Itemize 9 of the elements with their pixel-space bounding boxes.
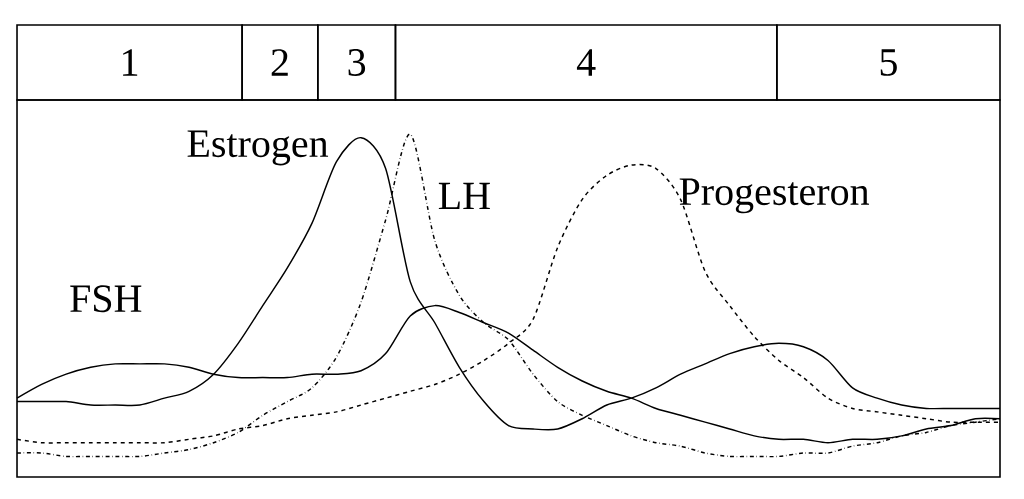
series-label: FSH [70, 285, 142, 313]
text: 3 [348, 49, 366, 76]
series-label: Progesteron [679, 178, 870, 214]
text: 2 [271, 49, 288, 76]
series-label: LH [438, 182, 490, 210]
text: 1 [123, 49, 138, 76]
legend-label: Estrogen [187, 130, 329, 166]
text: 4 [576, 49, 596, 76]
text: 5 [880, 49, 897, 76]
